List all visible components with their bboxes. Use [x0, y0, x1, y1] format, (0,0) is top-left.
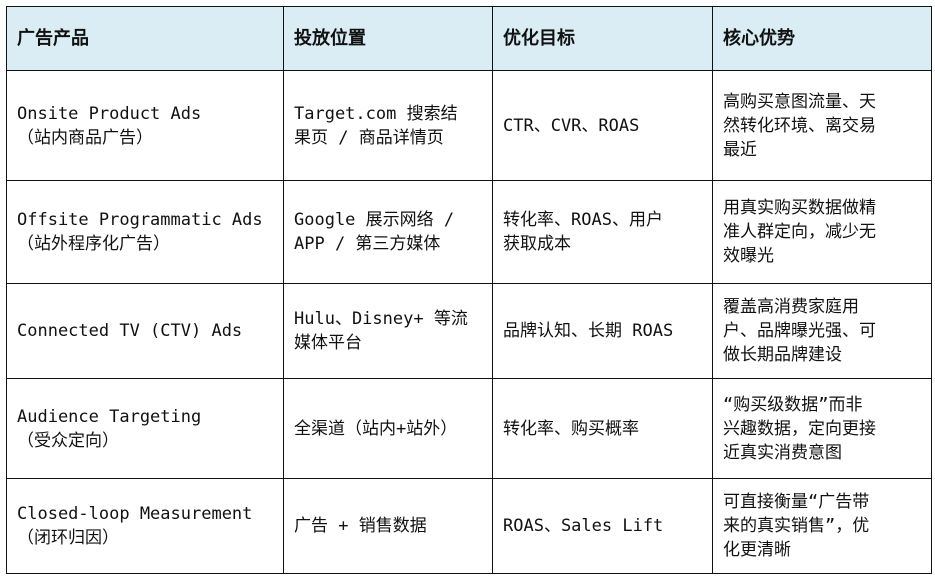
cell-placement: 全渠道（站内+站外） — [283, 378, 493, 479]
cell-text: 可直接衡量“广告带 — [723, 492, 870, 512]
cell-text: （受众定向） — [17, 430, 119, 451]
header-goal: 优化目标 — [492, 6, 713, 71]
cell-text: “购买级数据”而非 — [723, 394, 863, 415]
cell-placement: Target.com 搜索结 果页 / 商品详情页 — [283, 70, 493, 181]
cell-placement: Hulu、Disney+ 等流 媒体平台 — [283, 283, 493, 379]
cell-text: （站外程序化广告） — [17, 234, 170, 254]
cell-text: 品牌认知、长期 ROAS — [503, 321, 674, 341]
header-placement: 投放位置 — [283, 6, 493, 71]
ad-products-table: 广告产品 投放位置 优化目标 核心优势 Onsite Product Ads （站… — [6, 6, 932, 574]
header-product: 广告产品 — [6, 6, 284, 71]
cell-advantage: 高购买意图流量、天 然转化环境、离交易 最近 — [712, 70, 932, 181]
cell-goal: CTR、CVR、ROAS — [492, 70, 713, 181]
cell-text: Hulu、Disney+ 等流 — [294, 309, 468, 329]
cell-text: 覆盖高消费家庭用 — [723, 297, 859, 317]
cell-product: Connected TV (CTV) Ads — [6, 283, 284, 379]
table-row: Onsite Product Ads （站内商品广告） Target.com 搜索结… — [6, 70, 932, 181]
cell-placement: 广告 + 销售数据 — [283, 478, 493, 574]
header-advantage: 核心优势 — [712, 6, 932, 71]
cell-text: Onsite Product Ads — [17, 103, 202, 124]
cell-text: 用真实购买数据做精 — [723, 198, 876, 218]
cell-text: Offsite Programmatic Ads — [17, 210, 263, 230]
cell-text: 然转化环境、离交易 — [723, 115, 876, 136]
table-row: Connected TV (CTV) Ads Hulu、Disney+ 等流 媒体平… — [6, 283, 932, 379]
cell-product: Closed-loop Measurement （闭环归因） — [6, 478, 284, 574]
cell-text: 最近 — [723, 139, 757, 160]
cell-text: 兴趣数据，定向更接 — [723, 418, 876, 439]
cell-advantage: 用真实购买数据做精 准人群定向，减少无 效曝光 — [712, 180, 932, 284]
cell-text: 准人群定向，减少无 — [723, 222, 876, 242]
cell-advantage: “购买级数据”而非 兴趣数据，定向更接 近真实消费意图 — [712, 378, 932, 479]
cell-text: 转化率、购买概率 — [503, 418, 639, 439]
cell-text: 转化率、ROAS、用户 — [503, 210, 663, 230]
cell-product: Offsite Programmatic Ads （站外程序化广告） — [6, 180, 284, 284]
cell-advantage: 覆盖高消费家庭用 户、品牌曝光强、可 做长期品牌建设 — [712, 283, 932, 379]
cell-text: ROAS、Sales Lift — [503, 516, 664, 536]
cell-text: 做长期品牌建设 — [723, 345, 842, 365]
header-row: 广告产品 投放位置 优化目标 核心优势 — [6, 6, 932, 71]
cell-text: Google 展示网络 / — [294, 210, 455, 230]
cell-text: 户、品牌曝光强、可 — [723, 321, 876, 341]
cell-text: 高购买意图流量、天 — [723, 91, 876, 112]
cell-placement: Google 展示网络 / APP / 第三方媒体 — [283, 180, 493, 284]
table-row: Closed-loop Measurement （闭环归因） 广告 + 销售数据 RO… — [6, 478, 932, 574]
cell-product: Audience Targeting （受众定向） — [6, 378, 284, 479]
cell-goal: 品牌认知、长期 ROAS — [492, 283, 713, 379]
cell-goal: ROAS、Sales Lift — [492, 478, 713, 574]
cell-advantage: 可直接衡量“广告带 来的真实销售”，优 化更清晰 — [712, 478, 932, 574]
cell-text: 效曝光 — [723, 246, 774, 266]
cell-text: 果页 / 商品详情页 — [294, 127, 444, 148]
table-row: Offsite Programmatic Ads （站外程序化广告） Google … — [6, 180, 932, 284]
cell-goal: 转化率、ROAS、用户 获取成本 — [492, 180, 713, 284]
cell-text: （闭环归因） — [17, 528, 119, 548]
cell-text: Target.com 搜索结 — [294, 103, 458, 124]
cell-goal: 转化率、购买概率 — [492, 378, 713, 479]
cell-text: Closed-loop Measurement — [17, 504, 253, 524]
cell-text: Audience Targeting — [17, 406, 202, 427]
cell-text: 获取成本 — [503, 234, 571, 254]
cell-text: 广告 + 销售数据 — [294, 516, 427, 536]
cell-text: 全渠道（站内+站外） — [294, 418, 458, 439]
cell-text: CTR、CVR、ROAS — [503, 115, 640, 136]
cell-text: （站内商品广告） — [17, 127, 153, 148]
table-row: Audience Targeting （受众定向） 全渠道（站内+站外） 转化率、购买… — [6, 378, 932, 479]
cell-text: Connected TV (CTV) Ads — [17, 321, 243, 341]
cell-text: 来的真实销售”，优 — [723, 516, 870, 536]
cell-product: Onsite Product Ads （站内商品广告） — [6, 70, 284, 181]
cell-text: 化更清晰 — [723, 540, 791, 560]
cell-text: APP / 第三方媒体 — [294, 234, 441, 254]
cell-text: 媒体平台 — [294, 333, 362, 353]
cell-text: 近真实消费意图 — [723, 442, 842, 463]
